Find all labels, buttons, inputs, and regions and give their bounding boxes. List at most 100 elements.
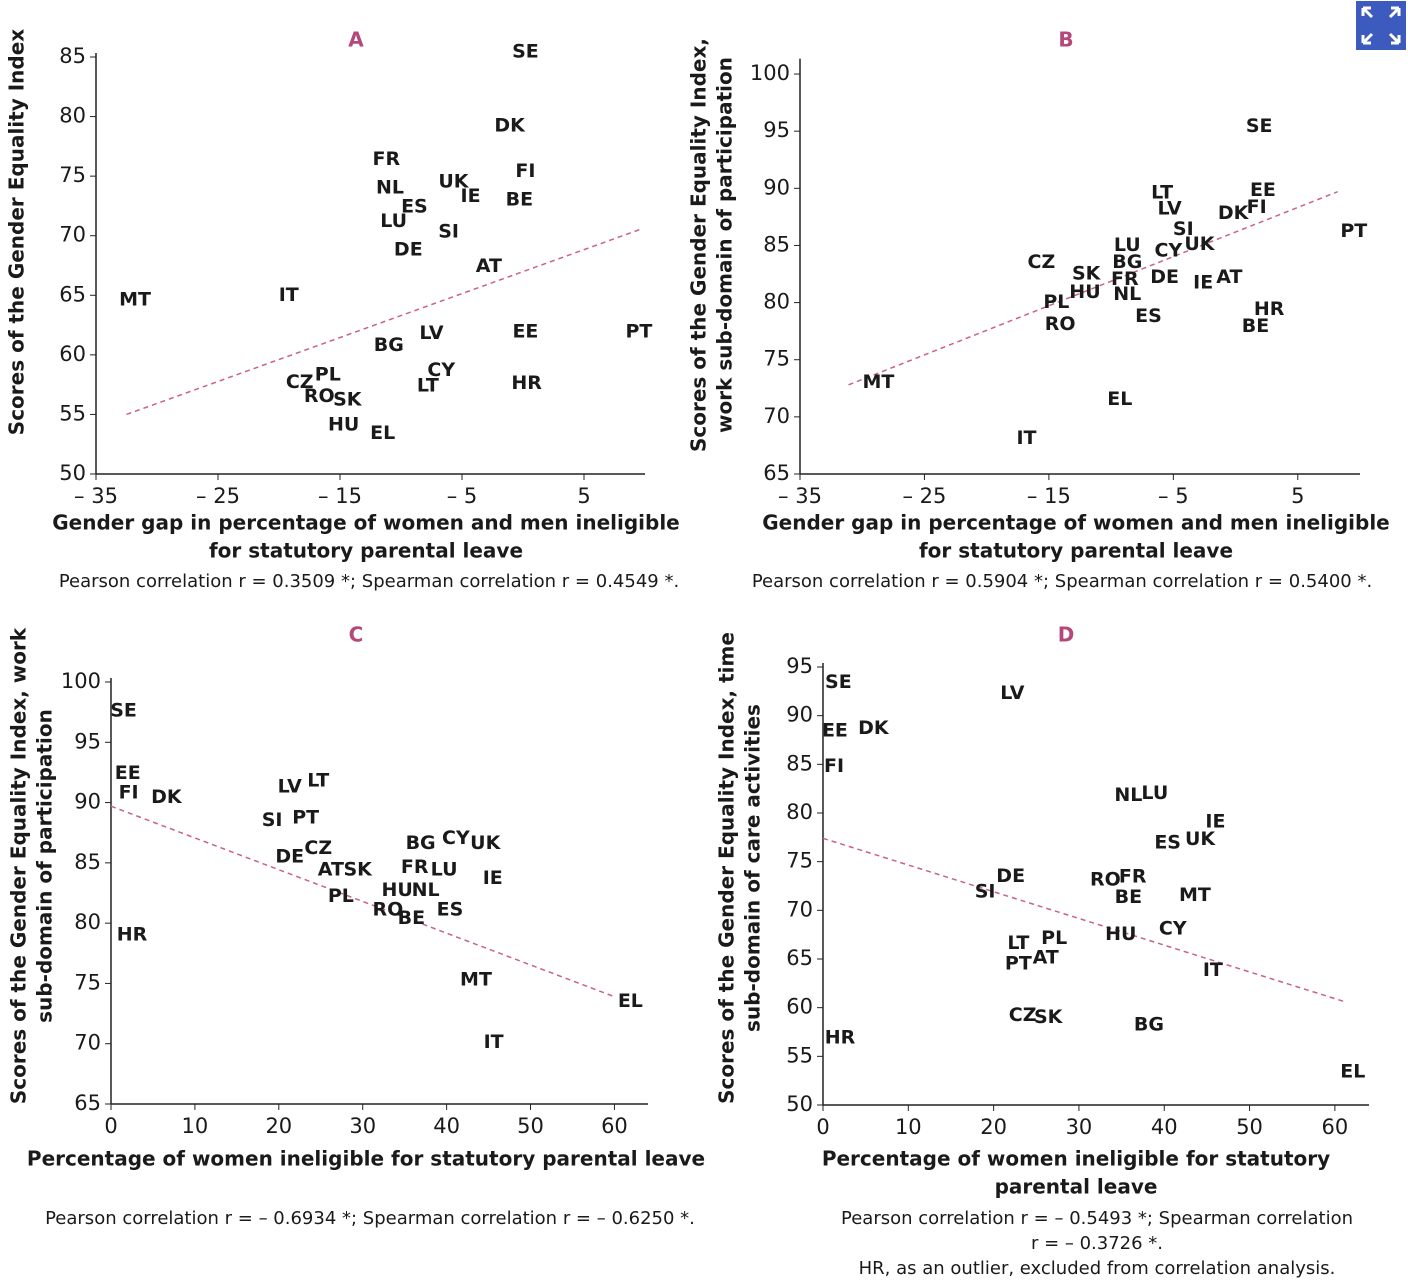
point-label: PT — [1005, 952, 1032, 974]
point-label: IE — [483, 867, 503, 889]
point-label: EE — [822, 720, 848, 742]
y-tick-label: 60 — [786, 995, 813, 1019]
point-label: BG — [1134, 1014, 1164, 1036]
point-label: SI — [438, 221, 459, 243]
y-tick-label: 95 — [74, 729, 101, 753]
point-label: LV — [278, 775, 302, 797]
point-label: PT — [292, 807, 319, 829]
point-label: LU — [1114, 234, 1141, 256]
expand-icon[interactable] — [1361, 6, 1401, 45]
point-label: NL — [1113, 283, 1141, 305]
x-axis-label: Gender gap in percentage of women and me… — [762, 511, 1390, 535]
point-label: FI — [515, 160, 535, 182]
x-tick-label: 30 — [1066, 1115, 1093, 1139]
point-label: ES — [401, 196, 428, 218]
point-label: RO — [1045, 313, 1076, 335]
y-tick-label: 90 — [763, 175, 790, 199]
note: Pearson correlation r = – 0.5493 *; Spea… — [841, 1208, 1353, 1229]
point-label: LU — [431, 859, 458, 881]
trend-line — [110, 805, 615, 998]
x-axis-label: Percentage of women ineligible for statu… — [822, 1147, 1330, 1171]
y-tick-label: 70 — [59, 223, 86, 247]
x-tick-label: 40 — [1151, 1115, 1178, 1139]
trend-line — [848, 191, 1338, 386]
x-axis-label: for statutory parental leave — [919, 539, 1233, 563]
x-tick-label: 10 — [895, 1115, 922, 1139]
note: Pearson correlation r = 0.5904 *; Spearm… — [752, 571, 1372, 592]
point-label: MT — [460, 968, 492, 990]
point-label: EL — [1107, 388, 1132, 410]
point-label: FR — [1119, 866, 1147, 888]
point-label: CY — [1159, 917, 1187, 939]
point-label: SI — [262, 809, 283, 831]
point-label: DE — [996, 865, 1025, 887]
point-label: DE — [275, 845, 304, 867]
point-label: CZ — [286, 371, 314, 393]
point-label: LV — [1000, 682, 1024, 704]
point-label: PL — [315, 364, 341, 386]
point-label: HR — [117, 924, 148, 946]
x-tick-label: 20 — [980, 1115, 1007, 1139]
point-label: DK — [151, 786, 183, 808]
point-label: IT — [484, 1031, 504, 1053]
y-tick-label: 80 — [763, 290, 790, 314]
x-tick-label: – 5 — [1158, 484, 1189, 508]
y-tick-label: 75 — [763, 347, 790, 371]
point-label: UK — [1185, 828, 1216, 850]
point-label: SI — [1173, 218, 1194, 240]
point-label: MT — [119, 289, 151, 311]
point-label: SE — [1246, 115, 1273, 137]
point-label: BG — [406, 832, 436, 854]
point-label: LT — [307, 769, 329, 791]
y-tick-label: 85 — [763, 232, 790, 256]
x-tick-label: – 15 — [1027, 484, 1071, 508]
x-tick-label: 10 — [182, 1114, 209, 1138]
point-label: IT — [1203, 959, 1223, 981]
point-label: SE — [512, 41, 539, 63]
y-tick-label: 85 — [786, 751, 813, 775]
point-label: HU — [328, 414, 359, 436]
y-tick-label: 55 — [59, 401, 86, 425]
y-tick-label: 100 — [750, 61, 790, 85]
expand-button[interactable] — [1356, 1, 1406, 50]
x-tick-label: 5 — [1291, 484, 1304, 508]
point-label: AT — [476, 255, 502, 277]
panel-title: B — [1058, 28, 1073, 52]
x-tick-label: – 35 — [778, 484, 822, 508]
point-label: HU — [381, 879, 412, 901]
y-axis-label: Scores of the Gender Equality Index — [5, 29, 29, 435]
point-label: MT — [862, 371, 894, 393]
x-axis-label: for statutory parental leave — [209, 539, 523, 563]
y-tick-label: 85 — [74, 850, 101, 874]
y-tick-label: 65 — [763, 461, 790, 485]
y-tick-label: 90 — [786, 703, 813, 727]
point-label: PL — [328, 885, 354, 907]
point-label: AT — [1033, 947, 1059, 969]
y-axis-label: work sub-domain of participation — [713, 57, 737, 433]
point-label: IT — [279, 284, 299, 306]
y-tick-label: 60 — [59, 342, 86, 366]
point-label: SK — [343, 859, 373, 881]
point-label: DE — [1150, 266, 1179, 288]
point-label: HR — [1254, 298, 1285, 320]
point-label: LT — [1007, 932, 1029, 954]
y-tick-label: 75 — [74, 970, 101, 994]
point-label: RO — [372, 898, 403, 920]
point-label: LV — [419, 322, 443, 344]
point-label: LU — [380, 210, 407, 232]
trend-line — [822, 837, 1346, 1003]
note: HR, as an outlier, excluded from correla… — [859, 1258, 1336, 1279]
point-label: RO — [1090, 869, 1121, 891]
point-label: LT — [417, 374, 439, 396]
point-label: BE — [1115, 886, 1142, 908]
point-label: SE — [110, 699, 137, 721]
point-label: SK — [1072, 263, 1102, 285]
point-label: EL — [618, 990, 643, 1012]
point-label: EL — [1340, 1060, 1365, 1082]
point-label: HU — [1069, 281, 1100, 303]
x-tick-label: – 15 — [318, 484, 362, 508]
point-label: ES — [437, 898, 464, 920]
y-tick-label: 70 — [786, 897, 813, 921]
point-label: SK — [333, 389, 363, 411]
y-tick-label: 75 — [59, 163, 86, 187]
